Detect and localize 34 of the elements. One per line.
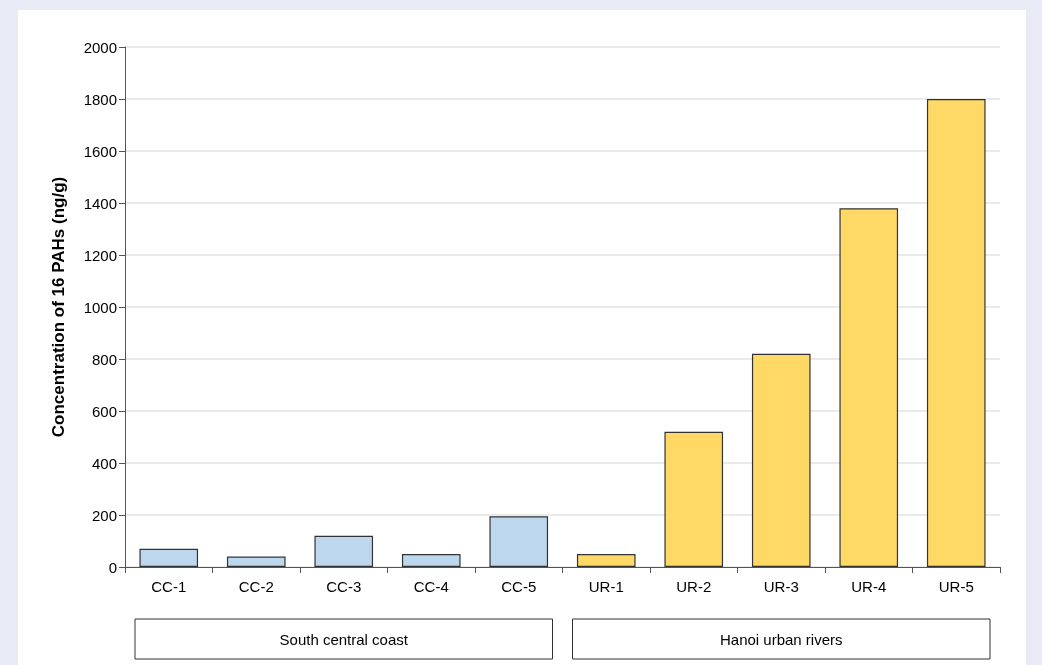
text: South central coast (279, 630, 409, 648)
x-tick-label: CC-3 (326, 578, 362, 595)
bar (839, 208, 899, 567)
bar (401, 554, 461, 567)
y-tick-label: 600 (91, 402, 117, 420)
x-tick-label: CC-5 (501, 578, 537, 595)
y-tick-label: 1000 (83, 298, 117, 316)
y-tick-label: 400 (91, 454, 117, 472)
x-tick-label: UR-2 (676, 578, 712, 595)
y-axis-title: Concentration of 16 PAHs (ng/g) (49, 176, 68, 438)
x-tick-label: UR-5 (938, 578, 974, 595)
text: Hanoi urban rivers (719, 630, 843, 648)
y-tick-label: 200 (91, 506, 117, 524)
bar (489, 516, 549, 567)
x-tick-label: CC-1 (151, 578, 187, 595)
y-tick-label: 800 (91, 350, 117, 368)
bar (314, 535, 374, 567)
x-tick-label: UR-4 (851, 578, 887, 595)
x-tick-label: CC-2 (238, 578, 274, 595)
x-tick-label: CC-4 (413, 578, 449, 595)
bar (926, 99, 986, 567)
y-tick-label: 2000 (83, 38, 117, 56)
x-tick-label: UR-3 (763, 578, 799, 595)
y-tick-label: 1200 (83, 246, 117, 264)
y-tick-label: 1400 (83, 194, 117, 212)
y-tick-label: 1600 (83, 142, 117, 160)
y-tick-label: 1800 (83, 90, 117, 108)
bar (751, 353, 811, 567)
bar (576, 554, 636, 567)
y-tick-label: 0 (108, 558, 117, 576)
bar (226, 556, 286, 567)
bar (139, 548, 199, 567)
x-tick-label: UR-1 (588, 578, 624, 595)
bar (664, 431, 724, 567)
